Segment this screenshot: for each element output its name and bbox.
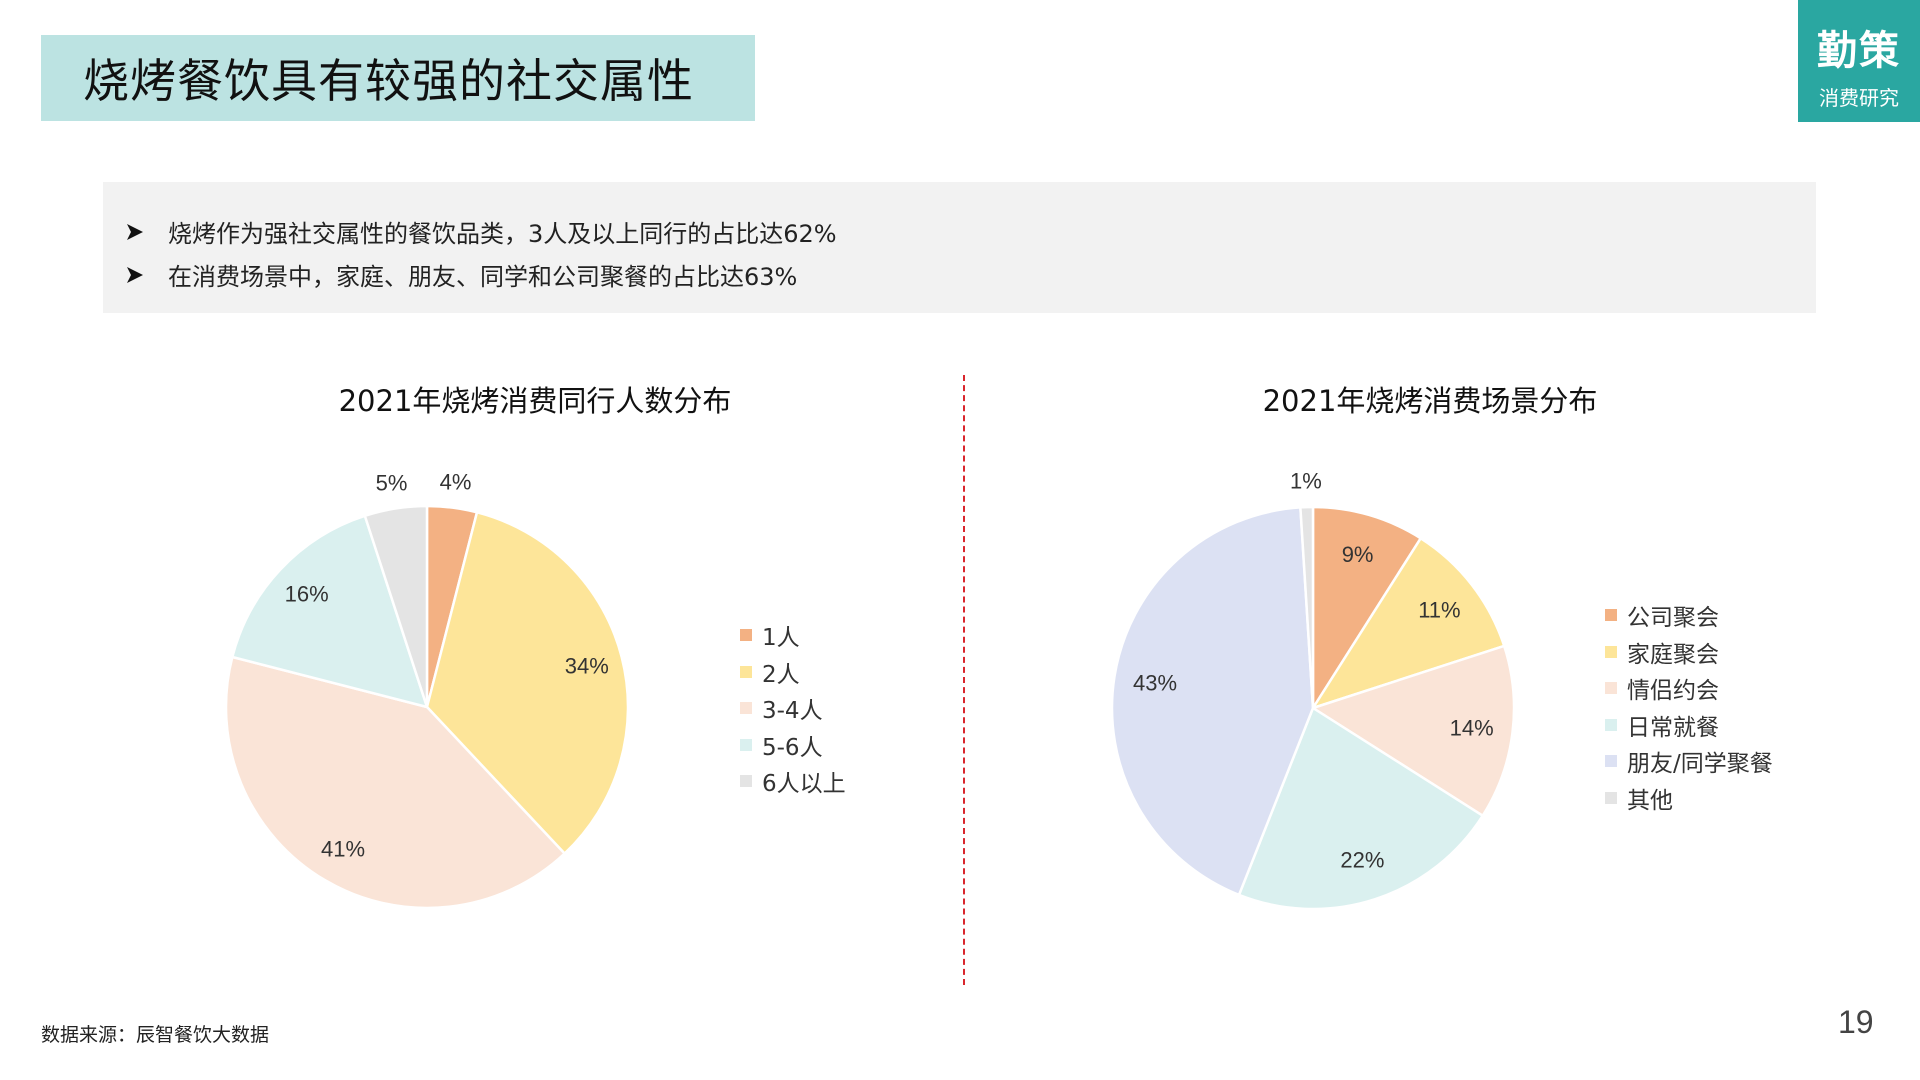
legend-item-scenarios-3: 日常就餐 xyxy=(1605,707,1773,744)
page-number: 19 xyxy=(1838,1004,1874,1040)
pie-label-scenarios-3: 22% xyxy=(1340,848,1384,873)
legend-item-scenarios-1: 家庭聚会 xyxy=(1605,634,1773,671)
pie-slice-scenarios-2 xyxy=(1310,644,1516,818)
legend-swatch xyxy=(1605,645,1617,658)
legend-item-companions-4: 6人以上 xyxy=(740,763,846,800)
pie-slice-companions-4 xyxy=(363,504,429,708)
pie-slice-scenarios-1 xyxy=(1310,536,1506,711)
legend-item-scenarios-4: 朋友/同学聚餐 xyxy=(1605,743,1773,780)
legend-label: 2人 xyxy=(762,661,800,688)
slide-title-bar: 烧烤餐饮具有较强的社交属性 xyxy=(41,35,755,121)
legend-scenarios: 公司聚会家庭聚会情侣约会日常就餐朋友/同学聚餐 其他 xyxy=(1605,597,1773,816)
summary-bullet: 在消费场景中，家庭、朋友、同学和公司聚餐的占比达63% xyxy=(125,253,1816,296)
legend-item-companions-0: 1人 xyxy=(740,617,846,654)
data-source: 数据来源：辰智餐饮大数据 xyxy=(41,1024,270,1046)
chart-title-scenarios: 2021年烧烤消费场景分布 xyxy=(1262,384,1598,418)
legend-swatch xyxy=(1605,755,1617,768)
legend-label: 其他 xyxy=(1627,787,1673,814)
summary-bullet-text: 在消费场景中，家庭、朋友、同学和公司聚餐的占比达63% xyxy=(168,263,798,291)
legend-swatch xyxy=(740,665,752,678)
arrow-bullet-icon xyxy=(127,223,143,240)
legend-swatch xyxy=(740,775,752,788)
chart-divider xyxy=(963,375,965,985)
pie-label-companions-4: 5% xyxy=(376,470,408,495)
legend-label: 朋友/同学聚餐 xyxy=(1627,751,1773,778)
pie-label-scenarios-1: 11% xyxy=(1418,597,1460,622)
legend-swatch xyxy=(740,738,752,751)
pie-label-scenarios-5: 1% xyxy=(1290,469,1322,494)
pie-slice-companions-2 xyxy=(224,655,567,910)
chart-title-companions: 2021年烧烤消费同行人数分布 xyxy=(338,384,732,418)
legend-swatch xyxy=(740,702,752,715)
arrow-bullet-icon xyxy=(127,266,143,283)
slide-title: 烧烤餐饮具有较强的社交属性 xyxy=(83,54,694,108)
summary-bullet-text: 烧烤作为强社交属性的餐饮品类，3人及以上同行的占比达62% xyxy=(168,220,837,248)
legend-label: 家庭聚会 xyxy=(1627,641,1719,668)
pie-label-scenarios-4: 43% xyxy=(1133,671,1177,696)
pie-slice-companions-1 xyxy=(425,510,630,856)
pie-slice-scenarios-3 xyxy=(1237,706,1485,911)
pie-label-companions-2: 41% xyxy=(321,837,365,862)
legend-item-scenarios-2: 情侣约会 xyxy=(1605,670,1773,707)
pie-label-scenarios-0: 9% xyxy=(1342,542,1374,567)
pie-slice-companions-3 xyxy=(230,514,429,709)
summary-bullet: 烧烤作为强社交属性的餐饮品类，3人及以上同行的占比达62% xyxy=(125,210,1816,253)
legend-label: 3-4人 xyxy=(762,698,823,725)
legend-companions: 1人 2人 3-4人 5-6人 6人以上 xyxy=(740,617,846,800)
legend-swatch xyxy=(740,629,752,642)
brand-logo: 勤策 消费研究 xyxy=(1798,0,1920,122)
legend-label: 公司聚会 xyxy=(1627,605,1719,632)
legend-item-scenarios-5: 其他 xyxy=(1605,780,1773,817)
legend-label: 情侣约会 xyxy=(1627,678,1719,705)
legend-label: 5-6人 xyxy=(762,734,823,761)
legend-label: 日常就餐 xyxy=(1627,714,1719,741)
pie-label-companions-3: 16% xyxy=(285,582,329,607)
pie-slice-scenarios-4 xyxy=(1110,506,1315,897)
pie-slice-scenarios-0 xyxy=(1311,505,1423,713)
pie-label-companions-1: 34% xyxy=(565,654,609,679)
legend-swatch xyxy=(1605,682,1617,695)
legend-item-companions-3: 5-6人 xyxy=(740,727,846,764)
legend-item-companions-2: 3-4人 xyxy=(740,690,846,727)
legend-swatch xyxy=(1605,791,1617,804)
brand-sub-text: 消费研究 xyxy=(1819,86,1899,110)
pie-label-scenarios-2: 14% xyxy=(1450,716,1494,741)
pie-label-companions-0: 4% xyxy=(440,469,472,494)
legend-item-scenarios-0: 公司聚会 xyxy=(1605,597,1773,634)
legend-item-companions-1: 2人 xyxy=(740,654,846,691)
brand-main-text: 勤策 xyxy=(1817,28,1901,74)
legend-label: 1人 xyxy=(762,625,800,652)
summary-box: 烧烤作为强社交属性的餐饮品类，3人及以上同行的占比达62% 在消费场景中，家庭、… xyxy=(103,182,1816,313)
legend-swatch xyxy=(1605,609,1617,622)
legend-swatch xyxy=(1605,718,1617,731)
pie-slice-scenarios-5 xyxy=(1299,505,1315,709)
legend-label: 6人以上 xyxy=(762,771,846,798)
